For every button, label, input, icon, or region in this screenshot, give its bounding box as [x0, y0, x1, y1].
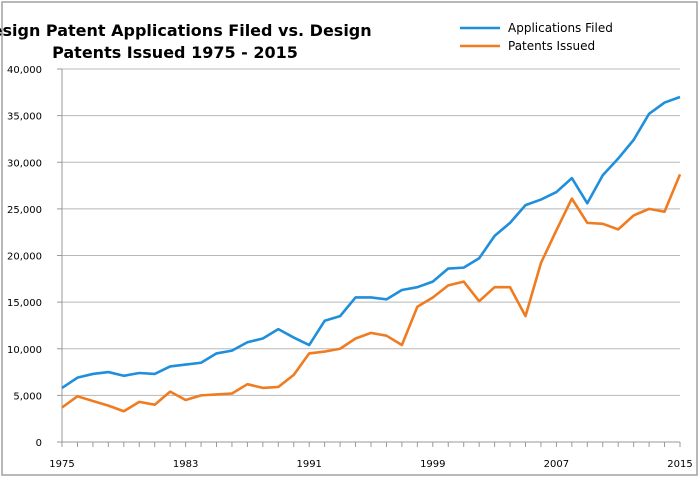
y-tick-label: 10,000 — [7, 345, 42, 356]
y-tick-label: 5,000 — [13, 391, 42, 402]
x-tick-label: 2007 — [544, 459, 569, 470]
legend-label: Patents Issued — [508, 39, 595, 53]
x-tick-label: 1983 — [173, 459, 198, 470]
x-tick-label: 1999 — [420, 459, 445, 470]
chart-title-line-2: Patents Issued 1975 - 2015 — [52, 43, 298, 62]
x-tick-label: 1975 — [49, 459, 74, 470]
x-tick-label: 1991 — [296, 459, 321, 470]
chart-title-line-1: Design Patent Applications Filed vs. Des… — [0, 21, 372, 40]
y-tick-label: 35,000 — [7, 112, 42, 123]
y-tick-label: 40,000 — [7, 65, 42, 76]
y-tick-label: 20,000 — [7, 252, 42, 263]
y-tick-label: 25,000 — [7, 205, 42, 216]
y-tick-label: 15,000 — [7, 298, 42, 309]
legend-label: Applications Filed — [508, 21, 613, 35]
y-tick-label: 0 — [36, 438, 42, 449]
y-tick-label: 30,000 — [7, 158, 42, 169]
x-tick-label: 2015 — [667, 459, 692, 470]
